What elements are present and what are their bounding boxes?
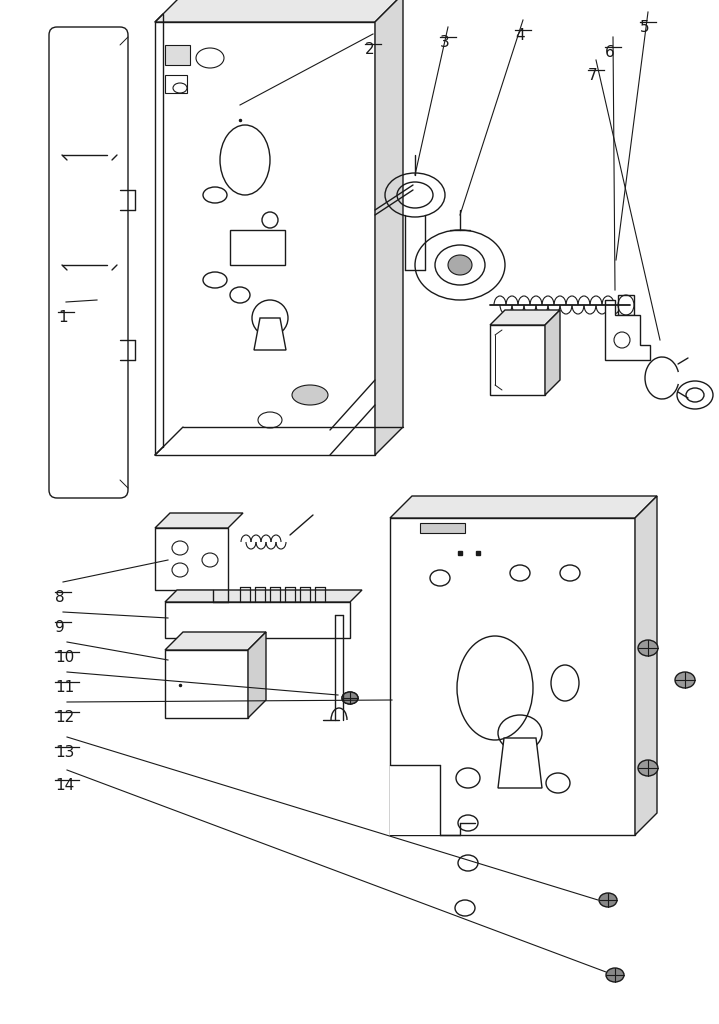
- Bar: [420, 523, 465, 534]
- Polygon shape: [165, 590, 362, 602]
- Ellipse shape: [342, 692, 358, 705]
- Text: 1: 1: [58, 310, 68, 325]
- Text: 13: 13: [55, 745, 74, 760]
- Bar: [165, 602, 350, 638]
- Text: 4: 4: [515, 28, 525, 43]
- Ellipse shape: [80, 394, 96, 406]
- Text: 12: 12: [55, 710, 74, 725]
- FancyBboxPatch shape: [49, 27, 128, 498]
- Polygon shape: [498, 738, 542, 788]
- Text: 7: 7: [588, 68, 597, 83]
- Bar: [165, 45, 190, 65]
- Text: 10: 10: [55, 650, 74, 665]
- Bar: [67, 160, 112, 198]
- Text: 6: 6: [605, 45, 615, 60]
- Ellipse shape: [448, 255, 472, 275]
- Polygon shape: [248, 632, 266, 718]
- Ellipse shape: [599, 893, 617, 907]
- Bar: [165, 650, 248, 718]
- Ellipse shape: [80, 124, 96, 136]
- Bar: [230, 230, 285, 265]
- Polygon shape: [155, 0, 403, 22]
- Ellipse shape: [342, 692, 358, 705]
- Polygon shape: [390, 765, 440, 835]
- Bar: [618, 295, 634, 315]
- Bar: [390, 518, 635, 835]
- Polygon shape: [165, 632, 266, 650]
- Ellipse shape: [675, 672, 695, 688]
- Ellipse shape: [638, 640, 658, 656]
- Polygon shape: [390, 496, 657, 518]
- Text: 2: 2: [365, 42, 375, 57]
- Ellipse shape: [606, 968, 624, 982]
- Polygon shape: [375, 0, 403, 455]
- Text: 3: 3: [440, 35, 450, 50]
- Ellipse shape: [638, 760, 658, 776]
- Text: 11: 11: [55, 680, 74, 695]
- Bar: [155, 528, 228, 590]
- Bar: [155, 22, 375, 455]
- Polygon shape: [545, 310, 560, 395]
- Text: 14: 14: [55, 778, 74, 793]
- Bar: [490, 325, 545, 395]
- Polygon shape: [635, 496, 657, 835]
- Ellipse shape: [292, 385, 328, 406]
- Text: 8: 8: [55, 590, 65, 605]
- Polygon shape: [490, 310, 560, 325]
- Polygon shape: [254, 318, 286, 350]
- Ellipse shape: [80, 444, 96, 456]
- Text: 9: 9: [55, 620, 65, 635]
- Text: 5: 5: [640, 20, 650, 35]
- Polygon shape: [155, 513, 243, 528]
- Bar: [165, 75, 187, 93]
- Polygon shape: [605, 300, 650, 360]
- Bar: [67, 270, 112, 330]
- Ellipse shape: [80, 74, 96, 86]
